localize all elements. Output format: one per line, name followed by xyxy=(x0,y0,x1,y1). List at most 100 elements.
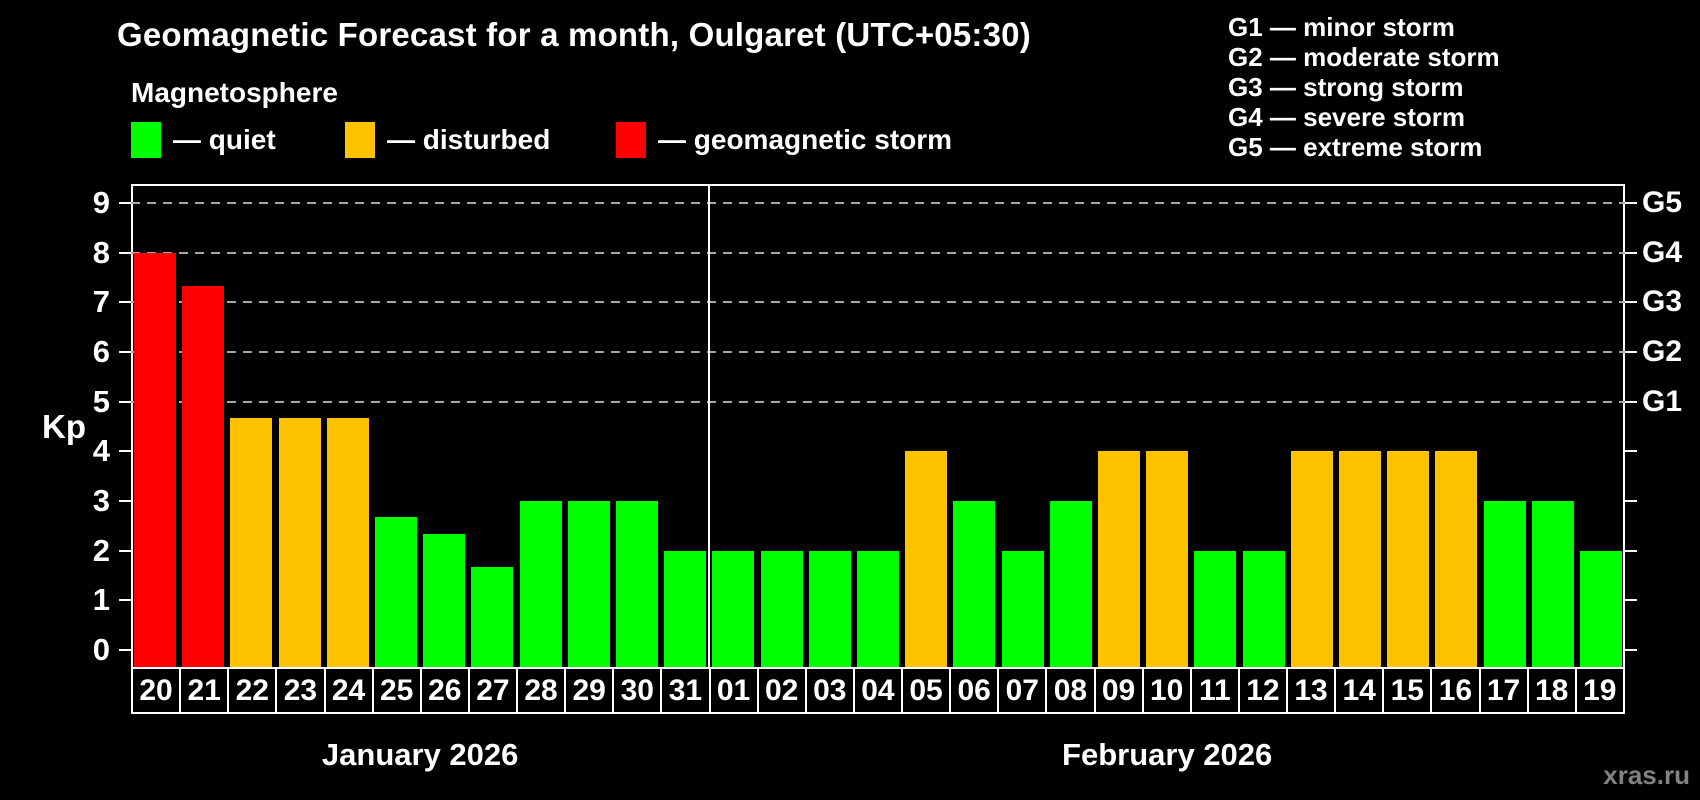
day-label-20: 20 xyxy=(133,669,182,712)
day-label-15: 15 xyxy=(1384,669,1433,712)
bar-day-07 xyxy=(1001,550,1044,669)
y-tick-label-0: 0 xyxy=(92,632,110,667)
bar-day-05 xyxy=(905,451,948,669)
day-label-13: 13 xyxy=(1288,669,1337,712)
bar-day-13 xyxy=(1290,451,1333,669)
bar-day-23 xyxy=(278,418,321,669)
right-axis-label-g3: G3 xyxy=(1642,285,1683,319)
bar-day-15 xyxy=(1387,451,1430,669)
disturbed-color-swatch xyxy=(345,122,375,158)
bar-day-24 xyxy=(326,418,369,669)
y-tick-label-7: 7 xyxy=(92,284,110,320)
bar-day-06 xyxy=(953,501,996,669)
plot-border-left xyxy=(131,184,133,669)
day-label-23: 23 xyxy=(277,669,326,712)
y-tick-left-3 xyxy=(119,500,131,502)
legend-label-storm: — geomagnetic storm xyxy=(658,124,953,155)
g-legend-line-g3: G3 — strong storm xyxy=(1228,72,1464,102)
bar-day-26 xyxy=(423,534,466,669)
chart-title: Geomagnetic Forecast for a month, Oulgar… xyxy=(117,16,1031,53)
bar-day-28 xyxy=(519,501,562,669)
plot-area xyxy=(131,184,1625,669)
y-tick-label-5: 5 xyxy=(92,383,110,419)
bar-day-01 xyxy=(712,550,755,669)
bar-day-02 xyxy=(760,550,803,669)
month-label-january-2026: January 2026 xyxy=(321,737,519,772)
day-label-31: 31 xyxy=(662,669,711,712)
y-tick-label-9: 9 xyxy=(92,185,110,220)
bar-day-09 xyxy=(1097,451,1140,669)
bar-day-20 xyxy=(134,252,177,669)
y-tick-right-3 xyxy=(1625,500,1637,502)
day-label-07: 07 xyxy=(999,669,1048,712)
status-legend: — quiet — disturbed — geomagnetic storm xyxy=(0,122,1700,160)
g-legend-line-g2: G2 — moderate storm xyxy=(1228,42,1500,72)
day-label-11: 11 xyxy=(1192,669,1240,712)
y-tick-left-7 xyxy=(119,301,131,304)
y-tick-left-8 xyxy=(119,251,131,254)
chart-subtitle: Magnetosphere xyxy=(131,77,338,108)
y-tick-label-2: 2 xyxy=(92,532,110,568)
month-divider-line xyxy=(708,184,711,669)
day-label-30: 30 xyxy=(614,669,663,712)
y-tick-right-1 xyxy=(1625,599,1637,602)
gridline-kp-8 xyxy=(131,251,1625,254)
y-tick-right-6 xyxy=(1625,351,1637,353)
gridline-kp-6 xyxy=(131,351,1625,353)
y-tick-label-4: 4 xyxy=(92,433,110,469)
y-tick-left-1 xyxy=(119,599,131,602)
y-tick-right-9 xyxy=(1625,202,1637,204)
bar-day-22 xyxy=(230,418,273,669)
g-legend-line-g4: G4 — severe storm xyxy=(1228,102,1466,132)
bar-day-25 xyxy=(375,517,418,669)
day-label-17: 17 xyxy=(1481,669,1529,712)
y-tick-label-8: 8 xyxy=(92,234,110,270)
bar-day-29 xyxy=(567,501,610,669)
day-label-19: 19 xyxy=(1577,669,1625,712)
g-scale-legend: G1 — minor storm G2 — moderate storm G3 … xyxy=(1228,12,1500,162)
bar-day-16 xyxy=(1435,451,1478,669)
bar-day-19 xyxy=(1579,550,1622,669)
y-axis-label: Kp xyxy=(42,408,86,445)
y-tick-right-7 xyxy=(1625,301,1637,304)
storm-color-swatch xyxy=(616,122,646,158)
day-label-14: 14 xyxy=(1336,669,1385,712)
gridline-kp-7 xyxy=(131,301,1625,304)
legend-label-quiet: — quiet xyxy=(173,124,276,155)
day-label-01: 01 xyxy=(711,669,759,712)
y-tick-left-0 xyxy=(119,649,131,651)
watermark: xras.ru xyxy=(1603,760,1690,790)
bar-day-31 xyxy=(664,550,707,669)
day-label-26: 26 xyxy=(422,669,470,712)
day-label-16: 16 xyxy=(1432,669,1481,712)
day-label-28: 28 xyxy=(518,669,567,712)
y-tick-left-4 xyxy=(119,450,131,453)
right-axis-label-g5: G5 xyxy=(1642,186,1683,219)
day-label-05: 05 xyxy=(903,669,952,712)
legend-label-disturbed: — disturbed xyxy=(387,124,551,155)
day-label-22: 22 xyxy=(229,669,278,712)
month-label-february-2026: February 2026 xyxy=(1062,737,1273,772)
bar-day-30 xyxy=(616,501,659,669)
quiet-color-swatch xyxy=(131,122,161,158)
y-tick-right-4 xyxy=(1625,450,1637,453)
day-label-24: 24 xyxy=(326,669,374,712)
g-legend-line-g1: G1 — minor storm xyxy=(1228,12,1455,42)
bar-day-04 xyxy=(857,550,899,669)
y-tick-left-6 xyxy=(119,351,131,353)
bar-day-18 xyxy=(1531,501,1574,669)
y-tick-right-0 xyxy=(1625,649,1637,651)
bar-day-10 xyxy=(1146,451,1189,669)
bar-day-08 xyxy=(1049,501,1092,669)
day-label-18: 18 xyxy=(1529,669,1577,712)
g-legend-line-g5: G5 — extreme storm xyxy=(1228,132,1483,162)
day-label-08: 08 xyxy=(1047,669,1096,712)
plot-border-top xyxy=(131,184,1625,186)
day-label-27: 27 xyxy=(470,669,518,712)
bar-day-27 xyxy=(471,567,514,669)
gridline-kp-5 xyxy=(131,400,1625,403)
y-tick-label-1: 1 xyxy=(92,582,110,618)
gridline-kp-9 xyxy=(131,202,1625,204)
right-axis-label-g4: G4 xyxy=(1642,235,1683,269)
